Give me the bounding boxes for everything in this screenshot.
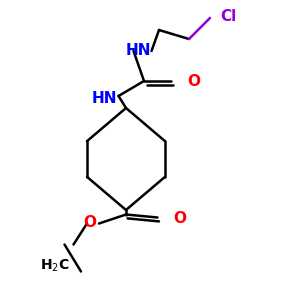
Text: O: O xyxy=(83,215,96,230)
Text: HN: HN xyxy=(126,43,152,58)
Text: Cl: Cl xyxy=(220,9,237,24)
Text: HN: HN xyxy=(92,91,117,106)
Text: O: O xyxy=(173,211,186,226)
Text: H$_2$C: H$_2$C xyxy=(40,257,70,274)
Text: O: O xyxy=(188,74,200,89)
